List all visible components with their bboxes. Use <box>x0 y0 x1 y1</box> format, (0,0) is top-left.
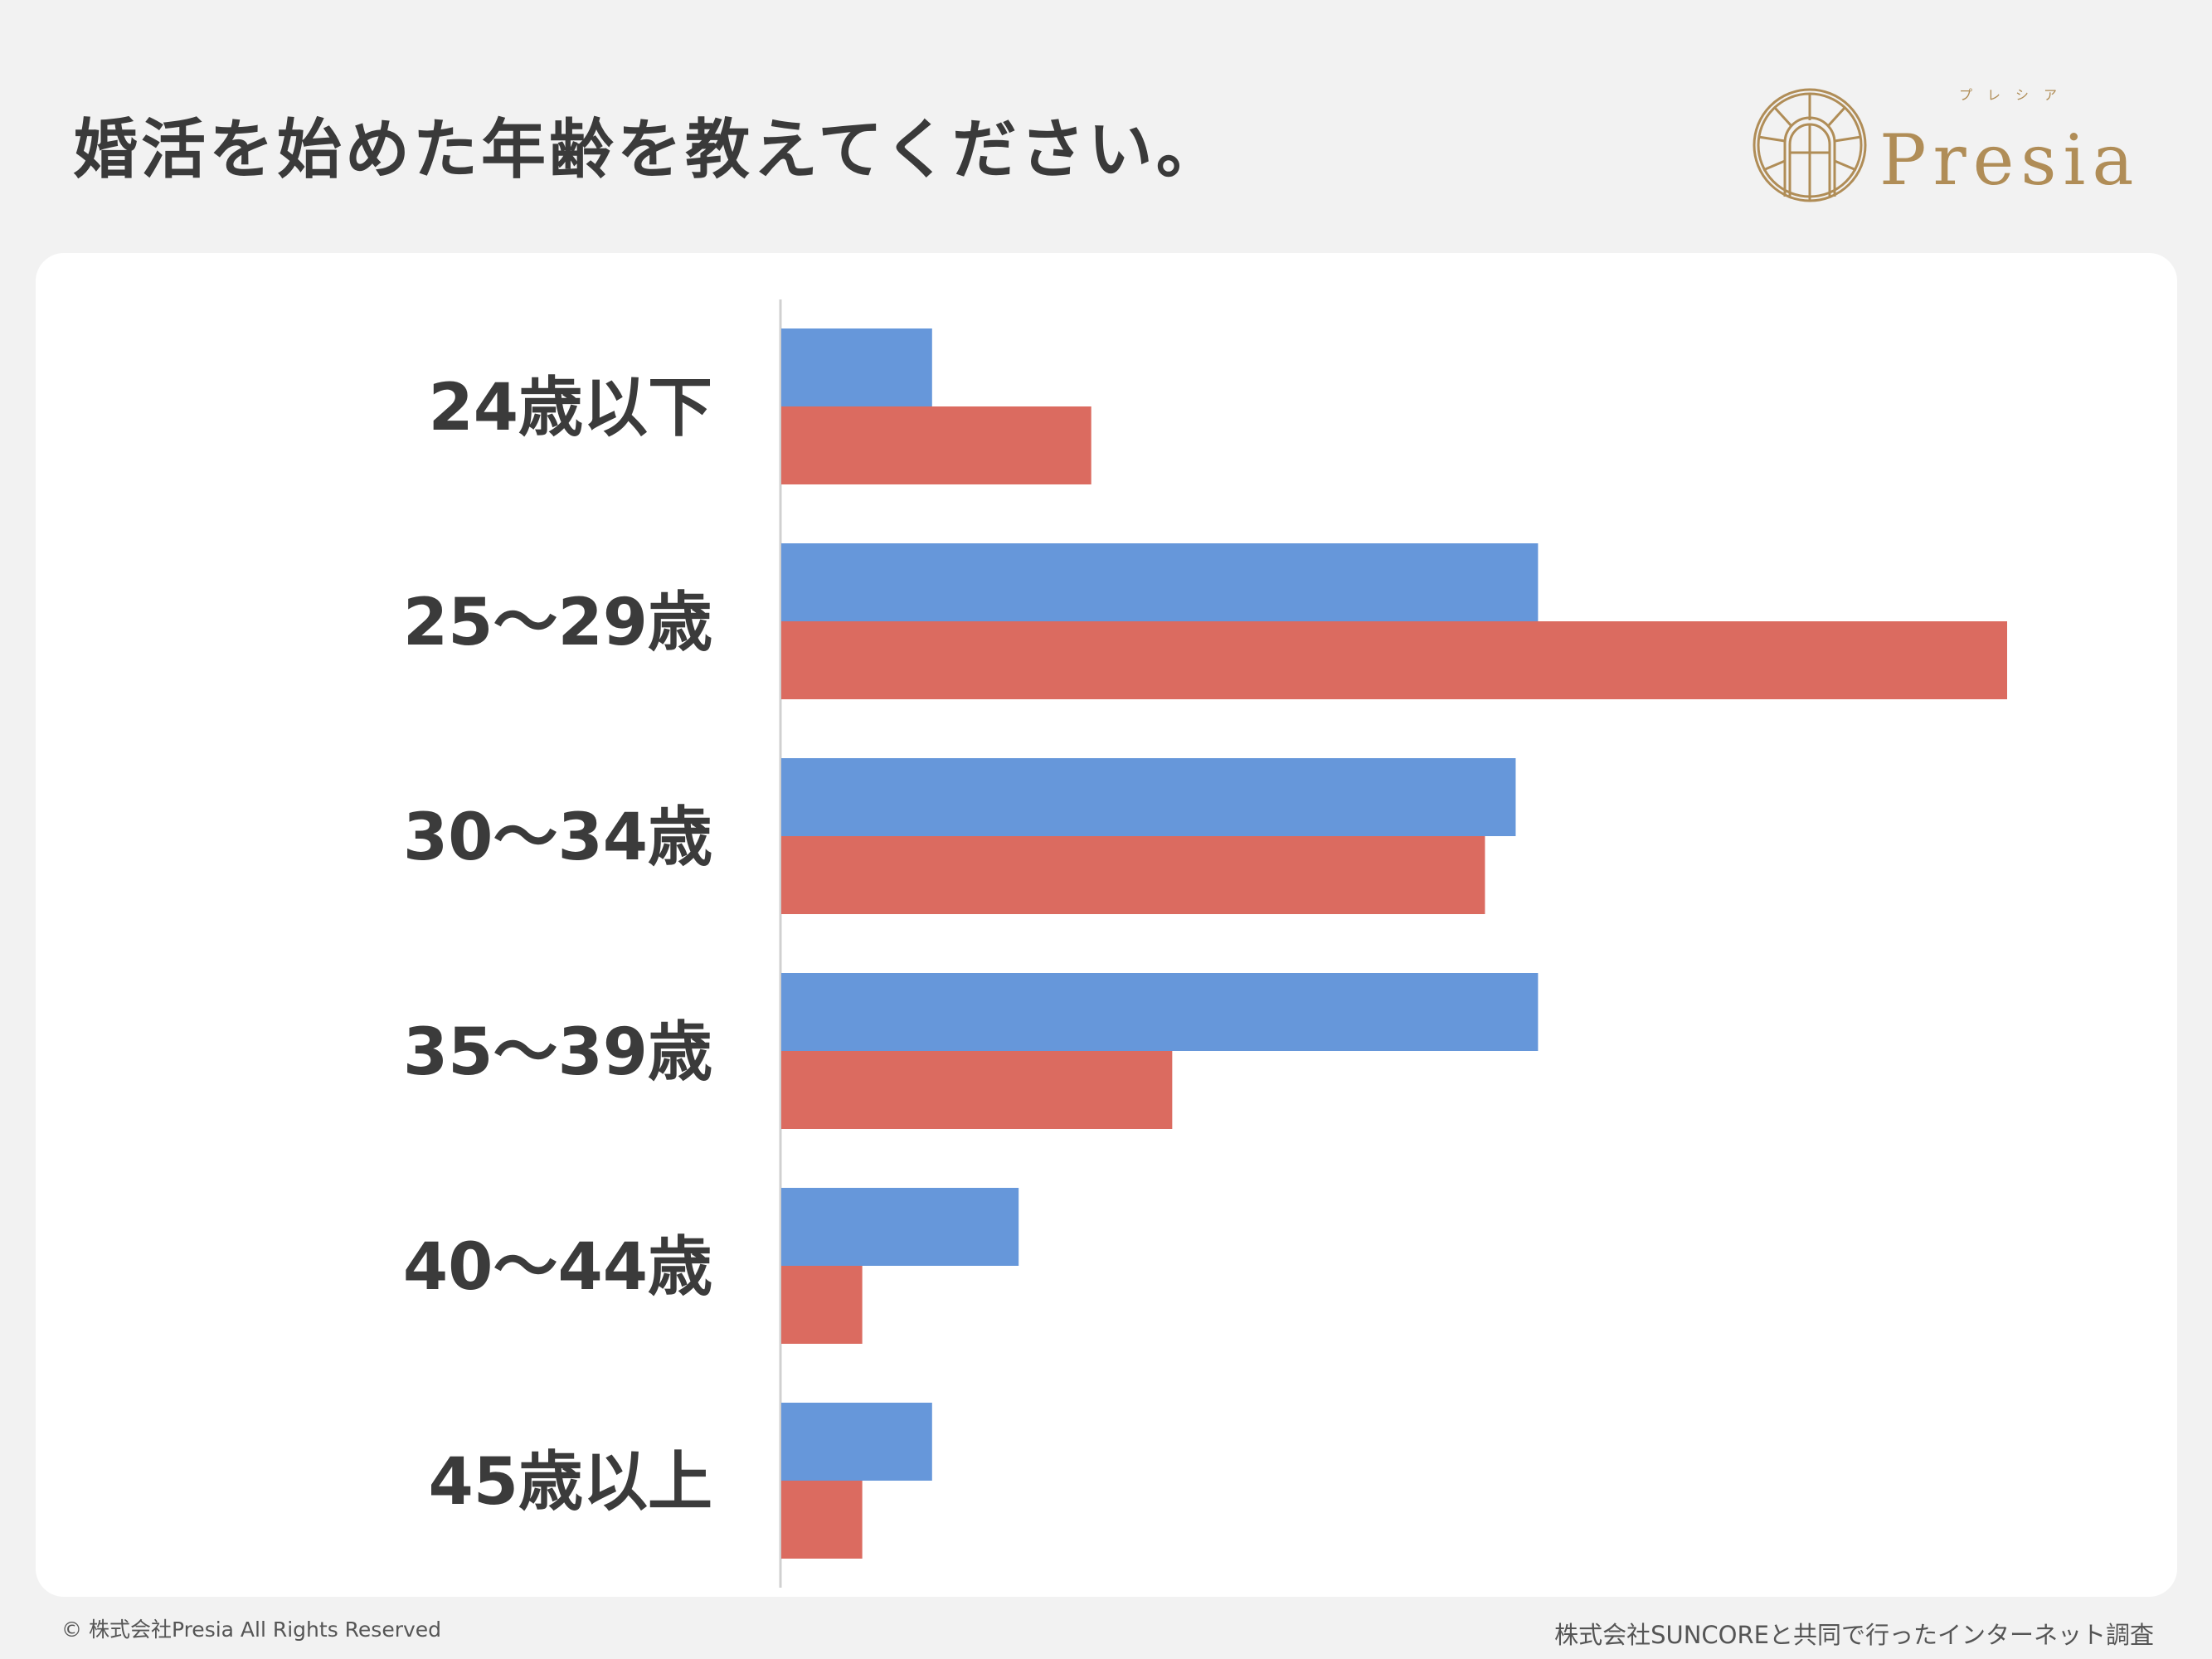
bar-red-1 <box>781 621 2007 699</box>
bar-blue-4 <box>781 1188 1019 1266</box>
category-label: 30〜34歳 <box>403 800 712 875</box>
window-emblem-icon <box>1753 88 1867 202</box>
bar-blue-2 <box>781 758 1516 836</box>
bar-blue-1 <box>781 543 1539 621</box>
category-label: 40〜44歳 <box>403 1230 712 1305</box>
category-label: 45歳以上 <box>428 1445 712 1520</box>
logo-text: Presia <box>1879 119 2140 201</box>
page-title: 婚活を始めた年齢を教えてください。 <box>73 113 1224 187</box>
chart-card <box>36 253 2177 1597</box>
category-label: 35〜39歳 <box>403 1015 712 1090</box>
category-label: 24歳以下 <box>428 371 712 445</box>
logo-ruby: プレシア <box>1959 87 2072 103</box>
presia-logo: プレシア Presia <box>1753 87 2140 202</box>
bar-blue-5 <box>781 1403 932 1481</box>
bar-red-3 <box>781 1051 1173 1129</box>
category-label: 25〜29歳 <box>403 586 712 660</box>
bar-blue-3 <box>781 973 1539 1051</box>
bar-red-4 <box>781 1266 863 1344</box>
bar-blue-0 <box>781 328 932 406</box>
bar-red-5 <box>781 1481 863 1559</box>
bar-red-0 <box>781 406 1091 484</box>
survey-source: 株式会社SUNCOREと共同で行ったインターネット調査 <box>1554 1621 2154 1649</box>
copyright: © 株式会社Presia All Rights Reserved <box>61 1618 442 1642</box>
bar-red-2 <box>781 836 1485 914</box>
